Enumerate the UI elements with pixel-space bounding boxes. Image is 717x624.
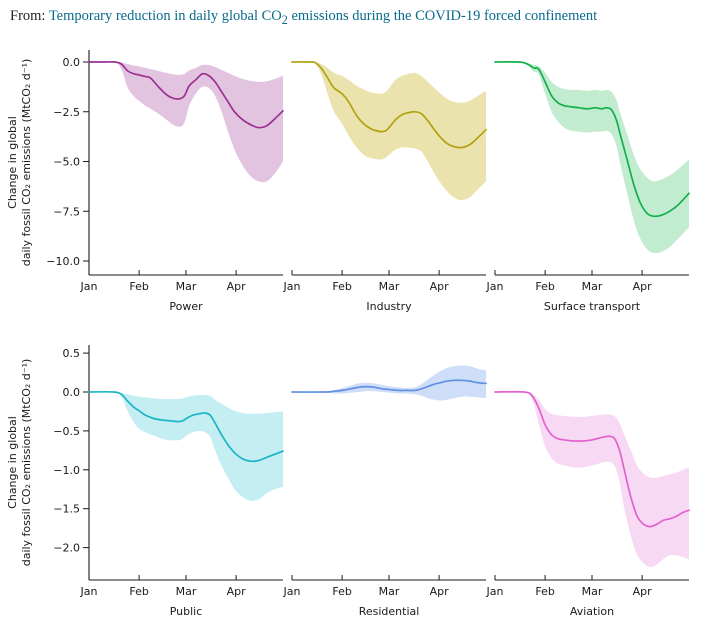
mean-line — [291, 379, 487, 393]
article-title-post: emissions during the COVID-19 forced con… — [287, 8, 598, 24]
panel-public — [88, 390, 284, 502]
article-title-sub: 2 — [281, 12, 288, 27]
x-tick-label: Apr — [430, 585, 450, 598]
y-tick-label: −1.0 — [53, 464, 80, 477]
y-axis-label-line1: Change in global — [6, 416, 19, 509]
x-tick-label: Feb — [129, 585, 148, 598]
chart-row-1: Change in global daily fossil CO₂ emissio… — [6, 345, 690, 618]
x-tick-label: Apr — [633, 585, 653, 598]
panel-title: Residential — [359, 605, 420, 618]
y-tick-label: 0.5 — [63, 347, 81, 360]
uncertainty-band — [292, 61, 486, 201]
mean-line — [494, 390, 690, 528]
x-tick-label: Feb — [535, 585, 554, 598]
x-tick-label: Feb — [332, 280, 351, 293]
panel-industry — [291, 61, 487, 201]
figure: Change in global daily fossil CO₂ emissio… — [0, 40, 717, 619]
x-tick-label: Jan — [486, 280, 504, 293]
uncertainty-band — [89, 61, 283, 183]
y-tick-label: −10.0 — [46, 255, 80, 268]
x-tick-label: Apr — [430, 280, 450, 293]
x-tick-label: Apr — [227, 280, 247, 293]
y-tick-label: 0.0 — [63, 386, 81, 399]
y-tick-label: −2.5 — [53, 106, 80, 119]
panel-title: Power — [169, 300, 203, 313]
x-tick-label: Feb — [535, 280, 554, 293]
y-tick-label: −5.0 — [53, 156, 80, 169]
panel-title: Surface transport — [544, 300, 641, 313]
x-tick-label: Mar — [582, 280, 603, 293]
article-title-link[interactable]: Temporary reduction in daily global CO2 … — [48, 8, 598, 27]
uncertainty-band — [292, 365, 486, 401]
panel-surface-transport — [494, 61, 690, 254]
x-tick-label: Mar — [379, 585, 400, 598]
x-tick-label: Mar — [582, 585, 603, 598]
x-tick-label: Mar — [176, 585, 197, 598]
x-tick-label: Jan — [486, 585, 504, 598]
x-tick-label: Mar — [379, 280, 400, 293]
x-tick-label: Jan — [80, 585, 98, 598]
y-tick-label: −2.0 — [53, 542, 80, 555]
mean-line — [88, 61, 284, 129]
uncertainty-band — [89, 391, 283, 502]
uncertainty-band — [495, 61, 689, 254]
mean-line — [291, 61, 487, 149]
y-tick-label: −0.5 — [53, 425, 80, 438]
x-tick-label: Feb — [332, 585, 351, 598]
x-tick-label: Mar — [176, 280, 197, 293]
x-tick-label: Jan — [283, 585, 301, 598]
y-tick-label: −1.5 — [53, 503, 80, 516]
x-tick-label: Apr — [633, 280, 653, 293]
mean-line — [88, 390, 284, 463]
y-tick-label: 0.0 — [63, 56, 81, 69]
y-tick-label: −7.5 — [53, 205, 80, 218]
panel-power — [88, 61, 284, 183]
y-axis-label-line2: daily fossil CO₂ emissions (MtCO₂ d⁻¹) — [20, 59, 33, 267]
panel-title: Industry — [366, 300, 412, 313]
y-axis-label-line2: daily fossil CO₂ emissions (MtCO₂ d⁻¹) — [20, 359, 33, 567]
x-tick-label: Feb — [129, 280, 148, 293]
panel-aviation — [494, 390, 690, 568]
source-prefix: From: — [10, 8, 49, 24]
article-title-pre: Temporary reduction in daily global CO — [48, 8, 282, 24]
panel-title: Aviation — [570, 605, 614, 618]
panel-residential — [291, 365, 487, 401]
panel-title: Public — [170, 605, 203, 618]
chart-row-0: Change in global daily fossil CO₂ emissio… — [6, 50, 690, 313]
x-tick-label: Jan — [283, 280, 301, 293]
x-tick-label: Jan — [80, 280, 98, 293]
uncertainty-band — [495, 391, 689, 568]
source-line: From: Temporary reduction in daily globa… — [0, 0, 717, 40]
mean-line — [494, 61, 690, 218]
x-tick-label: Apr — [227, 585, 247, 598]
y-axis-label-line1: Change in global — [6, 116, 19, 209]
